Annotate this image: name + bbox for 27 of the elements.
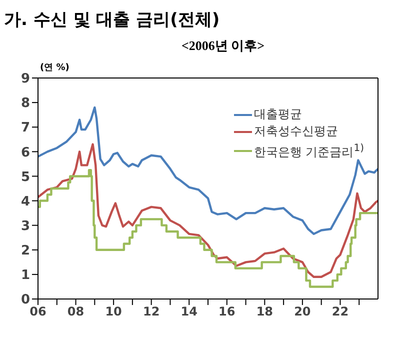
y-tick-label: 9 [20, 72, 30, 87]
legend-label: 한국은행 기준금리$^{1)}$ [254, 142, 364, 161]
legend-label: 대출평균 [254, 106, 302, 123]
y-tick-label: 8 [20, 96, 30, 112]
y-tick-label: 4 [20, 194, 30, 210]
x-tick-label: 12 [142, 304, 160, 319]
y-tick-label: 2 [20, 244, 30, 259]
x-tick-label: 14 [180, 304, 198, 319]
y-tick-label: 5 [20, 170, 30, 185]
x-tick-label: 18 [256, 304, 274, 319]
y-tick-label: 0 [20, 292, 30, 308]
x-tick-label: 20 [294, 304, 311, 319]
y-tick-label: 3 [20, 218, 30, 234]
y-axis-title: (연 %) [40, 62, 70, 73]
line-series [38, 143, 378, 278]
y-tick-label: 7 [20, 120, 30, 136]
chart-subtitle: <2006년 이후> [180, 37, 266, 55]
x-tick-label: 08 [67, 304, 84, 319]
y-tick-label: 1 [20, 268, 30, 284]
chart-title: 가. 수신 및 대출 금리(전체) [4, 9, 221, 31]
legend-label: 저축성수신평균 [254, 123, 338, 140]
x-tick-label: 10 [105, 304, 122, 319]
x-tick-label: 06 [30, 304, 46, 319]
x-tick-label: 16 [218, 304, 236, 319]
x-tick-label: 22 [332, 304, 349, 319]
y-tick-label: 6 [20, 145, 30, 160]
line-series [38, 106, 378, 236]
